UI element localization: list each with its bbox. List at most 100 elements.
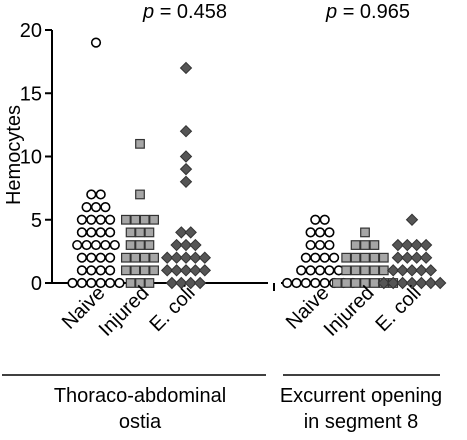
point-g1-circle-y1-2 bbox=[86, 265, 97, 276]
point-g2-square-y2-2 bbox=[350, 252, 361, 263]
point-g1-circle-y5-3 bbox=[95, 214, 106, 225]
point-g2-circle-y5-1 bbox=[310, 214, 321, 225]
point-g1-diamond-y2-3 bbox=[179, 251, 193, 264]
point-g1-diamond-y3-3 bbox=[189, 238, 202, 252]
point-g2-diamond-y1-2 bbox=[396, 264, 409, 277]
point-g1-circle-y3-4 bbox=[100, 239, 111, 251]
point-g2-square-y2-5 bbox=[378, 252, 389, 263]
point-g1-square-y5-4 bbox=[149, 214, 160, 225]
point-g1-diamond-y9-1 bbox=[179, 162, 193, 176]
p-value-group-2: p = 0.965 bbox=[325, 1, 410, 23]
point-g2-square-y4-1 bbox=[360, 227, 370, 238]
point-g1-diamond-y4-1 bbox=[175, 226, 188, 239]
point-g1-square-y3-3 bbox=[144, 240, 155, 250]
point-g2-circle-y1-3 bbox=[314, 265, 326, 276]
point-g2-circle-y2-4 bbox=[329, 252, 340, 263]
point-g2-diamond-y2-2 bbox=[401, 251, 414, 264]
point-g1-circle-y3-5 bbox=[109, 239, 120, 251]
point-g2-circle-y0-3 bbox=[300, 277, 312, 289]
point-g1-circle-y1-4 bbox=[104, 265, 116, 276]
p-value-group-1: p = 0.458 bbox=[142, 1, 227, 23]
point-g2-diamond-y0-1 bbox=[377, 276, 391, 290]
point-g2-circle-y0-1 bbox=[282, 277, 293, 289]
point-g1-diamond-y2-1 bbox=[160, 251, 174, 264]
point-g1-square-y5-3 bbox=[139, 214, 150, 225]
point-g2-circle-y3-2 bbox=[314, 239, 326, 251]
point-g1-square-y0-1 bbox=[125, 278, 136, 288]
y-tick-label-0: 0 bbox=[31, 273, 42, 295]
point-g1-square-y2-4 bbox=[149, 252, 160, 263]
point-g1-circle-y3-2 bbox=[81, 239, 92, 251]
point-g1-diamond-y1-4 bbox=[189, 264, 202, 277]
point-g1-square-y2-2 bbox=[130, 252, 141, 263]
point-g1-square-y0-3 bbox=[144, 278, 155, 288]
point-g1-square-y5-1 bbox=[120, 214, 131, 225]
y-tick-label-20: 20 bbox=[20, 20, 42, 42]
point-g1-square-y11-1 bbox=[135, 138, 145, 149]
point-g1-square-y1-2 bbox=[130, 265, 141, 276]
point-g2-diamond-y3-1 bbox=[391, 238, 405, 252]
p-value-text-2: = 0.965 bbox=[337, 1, 410, 23]
point-g1-square-y1-3 bbox=[139, 265, 150, 276]
point-g2-diamond-y3-4 bbox=[419, 238, 433, 252]
point-g2-circle-y0-2 bbox=[291, 277, 302, 289]
point-g1-square-y4-1 bbox=[125, 227, 136, 238]
group-label-2-line-1: Excurrent opening bbox=[280, 385, 442, 407]
point-g1-square-y4-2 bbox=[135, 227, 145, 238]
point-g1-diamond-y2-5 bbox=[198, 251, 212, 264]
point-g1-circle-y0-4 bbox=[95, 277, 106, 289]
point-g2-circle-y1-1 bbox=[296, 265, 307, 276]
point-g2-diamond-y3-2 bbox=[401, 238, 414, 252]
point-g1-square-y0-2 bbox=[135, 278, 145, 288]
point-g2-diamond-y0-7 bbox=[433, 276, 447, 290]
point-g2-diamond-y0-2 bbox=[386, 276, 400, 290]
point-g1-circle-y2-4 bbox=[104, 252, 116, 263]
point-g1-diamond-y1-5 bbox=[198, 264, 212, 277]
point-g2-square-y2-4 bbox=[369, 252, 380, 263]
point-g2-circle-y4-1 bbox=[305, 227, 316, 238]
point-g2-diamond-y0-6 bbox=[424, 276, 438, 290]
point-g1-diamond-y1-2 bbox=[170, 264, 183, 277]
point-g1-square-y2-3 bbox=[139, 252, 150, 263]
point-g1-square-y1-4 bbox=[149, 265, 160, 276]
y-tick-label-10: 10 bbox=[20, 147, 42, 169]
point-g1-circle-y4-3 bbox=[95, 227, 106, 238]
point-g1-square-y4-3 bbox=[144, 227, 155, 238]
point-g1-circle-y0-1 bbox=[67, 277, 78, 289]
point-g2-square-y1-2 bbox=[350, 265, 361, 276]
point-g2-circle-y1-2 bbox=[305, 265, 316, 276]
point-g2-square-y1-5 bbox=[378, 265, 389, 276]
point-g1-diamond-y2-4 bbox=[189, 251, 202, 264]
point-g1-circle-y7-2 bbox=[95, 189, 106, 200]
point-g2-square-y2-3 bbox=[360, 252, 370, 263]
point-g1-diamond-y3-1 bbox=[170, 238, 183, 252]
point-g1-diamond-y0-2 bbox=[175, 276, 188, 290]
point-g2-square-y3-3 bbox=[369, 240, 380, 250]
point-g2-circle-y4-2 bbox=[314, 227, 326, 238]
p-value-text-1: = 0.458 bbox=[154, 1, 227, 23]
point-g2-square-y0-3 bbox=[350, 278, 361, 288]
point-g1-circle-y2-3 bbox=[95, 252, 106, 263]
point-g2-square-y1-1 bbox=[341, 265, 352, 276]
y-tick-label-15: 15 bbox=[20, 83, 42, 105]
point-g1-circle-y0-2 bbox=[76, 277, 87, 289]
p-symbol-1: p bbox=[142, 1, 154, 23]
point-g2-circle-y2-3 bbox=[319, 252, 330, 263]
point-g2-circle-y2-2 bbox=[310, 252, 321, 263]
point-g1-circle-y3-3 bbox=[90, 239, 102, 251]
point-g1-diamond-y17-1 bbox=[179, 61, 193, 75]
point-g2-square-y0-4 bbox=[360, 278, 370, 288]
point-g1-circle-y2-2 bbox=[86, 252, 97, 263]
point-g1-circle-y2-1 bbox=[76, 252, 87, 263]
category-label-g1-diamond: E. coli bbox=[145, 282, 199, 336]
point-g1-circle-y1-1 bbox=[76, 265, 87, 276]
point-g1-circle-y6-2 bbox=[90, 202, 102, 213]
p-symbol-2: p bbox=[325, 1, 337, 23]
point-g2-diamond-y0-3 bbox=[396, 276, 409, 290]
point-g1-circle-y3-1 bbox=[72, 239, 83, 251]
point-g1-diamond-y12-1 bbox=[179, 124, 193, 138]
point-g1-diamond-y0-3 bbox=[184, 276, 197, 290]
point-g1-circle-y0-6 bbox=[114, 277, 125, 289]
